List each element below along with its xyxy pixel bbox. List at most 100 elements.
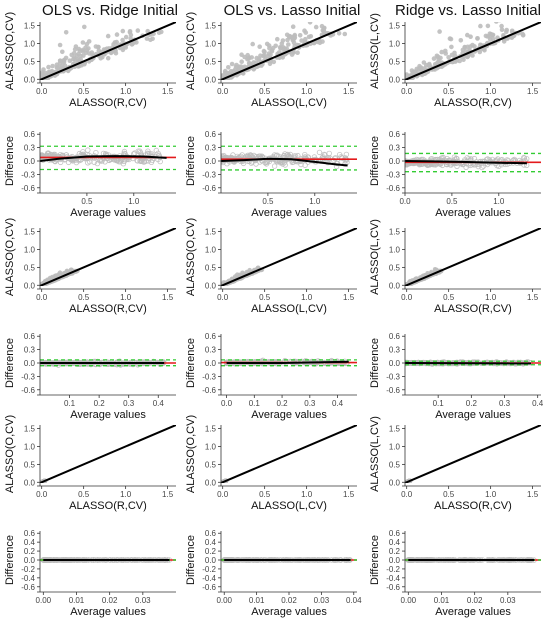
x-tick-label: 0.5 — [259, 293, 271, 302]
y-axis-label: ALASSO(L,CV) — [369, 219, 381, 295]
data-point — [41, 153, 47, 159]
y-axis-label: Difference — [4, 535, 16, 585]
y-axis-label: ALASSO(O,CV) — [185, 218, 197, 296]
y-tick-label: -0.3 — [202, 170, 216, 179]
x-tick-label: 0.0 — [401, 293, 413, 302]
y-tick-label: 0.0 — [389, 478, 401, 487]
panel-3-1: 0.0 0.1 0.2 0.3 0.4-0.6-0.30.00.30.6Average … — [185, 332, 357, 421]
y-tick-label: 1.5 — [389, 22, 401, 31]
x-tick-label: 1.0 — [120, 293, 132, 302]
y-tick-label: 0.2 — [24, 547, 36, 556]
y-axis-label: ALASSO(O,CV) — [4, 415, 16, 493]
y-tick-label: 1.0 — [24, 442, 36, 451]
y-tick-label: 1.0 — [205, 442, 217, 451]
x-tick-label: 0.1 — [64, 399, 76, 408]
x-tick-label: 0.3 — [499, 399, 511, 408]
x-axis-label: ALASSO(R,CV) — [69, 303, 147, 315]
y-axis-label: Difference — [369, 136, 381, 186]
panel-4-0: 0.0 0.5 1.0 1.50.00.51.01.5ALASSO(R,CV)ALAS… — [4, 415, 176, 512]
y-tick-label: 1.0 — [205, 245, 217, 254]
panel-body — [405, 152, 541, 173]
y-axis-label: ALASSO(O,CV) — [185, 415, 197, 493]
y-axis-label: ALASSO(O,CV) — [4, 218, 16, 296]
data-point — [134, 40, 139, 45]
data-point — [239, 59, 244, 64]
identity-line — [40, 22, 176, 80]
data-point — [84, 41, 90, 47]
data-point — [499, 27, 505, 32]
data-point — [145, 28, 150, 34]
data-point — [98, 56, 103, 61]
x-tick-label: 0.2 — [466, 399, 478, 408]
x-tick-label: 1.0 — [301, 293, 313, 302]
data-point — [259, 155, 266, 161]
x-tick-label: 1.0 — [485, 87, 497, 96]
data-point — [446, 55, 451, 60]
data-point — [290, 24, 296, 30]
x-tick-label: 0.2 — [276, 399, 288, 408]
y-tick-label: 1.5 — [24, 22, 36, 31]
data-point — [521, 155, 528, 161]
panel-0-2: 0.0 0.5 1.0 1.50.00.51.01.5ALASSO(R,CV)ALAS… — [369, 13, 541, 109]
data-point — [307, 22, 313, 25]
y-axis-label: ALASSO(L,CV) — [369, 416, 381, 492]
y-tick-label: 1.0 — [205, 39, 217, 48]
y-tick-label: 0.0 — [24, 75, 36, 84]
y-tick-label: 1.0 — [389, 39, 401, 48]
data-point — [453, 155, 459, 162]
x-tick-label: 0.5 — [78, 490, 90, 499]
x-axis-label: ALASSO(R,CV) — [434, 97, 512, 109]
data-point — [153, 147, 159, 154]
data-point — [86, 158, 93, 165]
panel-body — [40, 358, 176, 368]
data-point — [292, 32, 298, 38]
y-tick-label: 0.6 — [24, 130, 36, 139]
y-tick-label: -0.6 — [202, 583, 216, 592]
y-tick-label: 0.0 — [205, 556, 217, 565]
data-point — [61, 61, 66, 66]
panel-body — [221, 145, 357, 171]
data-point — [268, 52, 273, 58]
x-tick-label: 0.5 — [443, 293, 455, 302]
y-tick-label: -0.6 — [386, 184, 400, 193]
panel-body — [221, 425, 357, 483]
data-point — [72, 47, 78, 52]
data-point — [504, 29, 509, 35]
x-tick-label: 1.5 — [527, 490, 539, 499]
x-tick-label: 1.5 — [527, 293, 539, 302]
data-point — [275, 36, 280, 42]
data-point — [487, 37, 493, 42]
x-tick-label: 1.5 — [343, 490, 355, 499]
data-point — [60, 49, 65, 55]
panel-body — [40, 557, 176, 563]
y-tick-label: -0.3 — [21, 170, 35, 179]
y-tick-label: 0.0 — [389, 281, 401, 290]
identity-line — [221, 425, 357, 483]
x-tick-label: 0.3 — [123, 399, 135, 408]
data-point — [249, 55, 254, 60]
column-title-ols-ridge: OLS vs. Ridge Initial — [42, 2, 178, 19]
y-tick-label: -0.6 — [21, 184, 35, 193]
panel-body — [405, 557, 541, 563]
x-tick-label: 0.00 — [36, 596, 52, 605]
data-point — [521, 154, 527, 161]
identity-line — [405, 228, 541, 286]
panel-body — [221, 228, 357, 286]
data-point — [289, 52, 295, 57]
x-tick-label: 0.01 — [69, 596, 85, 605]
panel-2-2: 0.0 0.5 1.0 1.50.00.51.01.5ALASSO(R,CV)ALAS… — [369, 219, 541, 315]
data-point — [135, 28, 141, 33]
data-point — [313, 24, 319, 30]
data-point — [120, 28, 126, 34]
y-axis-label: Difference — [4, 338, 16, 388]
data-point — [443, 48, 448, 54]
panel-body — [405, 359, 541, 367]
x-tick-label: 0.0 — [401, 490, 413, 499]
x-tick-label: 0.3 — [304, 399, 316, 408]
data-point — [431, 56, 437, 61]
identity-line — [221, 22, 357, 80]
y-tick-label: 0.6 — [205, 529, 217, 538]
y-tick-label: 0.0 — [24, 281, 36, 290]
x-tick-label: 1.0 — [120, 490, 132, 499]
x-axis-label: Average values — [251, 207, 327, 219]
